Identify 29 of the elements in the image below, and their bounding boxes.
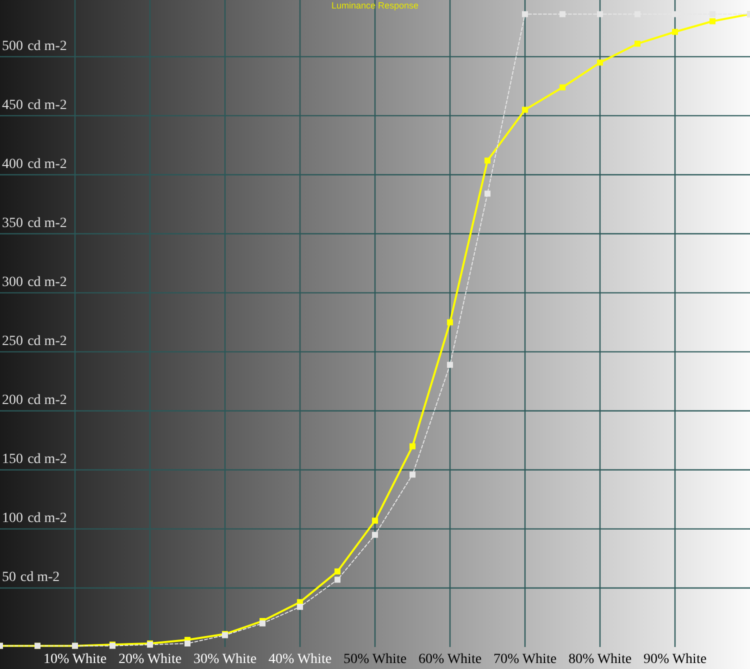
x-tick-label: 40% White xyxy=(268,652,332,667)
x-tick-label: 80% White xyxy=(568,652,632,667)
y-tick-label: 450 xyxy=(2,98,23,113)
y-tick-label: 200 xyxy=(2,393,23,408)
y-tick-label: 350 xyxy=(2,216,23,231)
x-tick-label: 30% White xyxy=(193,652,257,667)
x-tick-label: 50% White xyxy=(343,652,407,667)
x-tick-label: 20% White xyxy=(118,652,182,667)
text: cd m-2 xyxy=(28,334,67,350)
text: cd m-2 xyxy=(28,275,67,290)
text: cd m-2 xyxy=(28,511,67,526)
y-tick-label: 500 xyxy=(2,38,23,54)
y-tick-label: 400 xyxy=(2,156,23,172)
text: cd m-2 xyxy=(28,393,67,408)
y-tick-label: 100 xyxy=(2,511,23,526)
x-tick-label: 60% White xyxy=(418,652,482,667)
y-tick-label: 250 xyxy=(2,334,23,350)
text: cd m-2 xyxy=(28,38,67,54)
text: cd m-2 xyxy=(28,98,67,113)
x-tick-label: 70% White xyxy=(493,652,557,667)
x-tick-label: 90% White xyxy=(643,652,707,667)
y-axis-title: cd m-2 xyxy=(20,570,60,586)
text: cd m-2 xyxy=(28,156,67,172)
y-tick-label: 300 xyxy=(2,275,23,290)
text: cd m-2 xyxy=(28,216,67,231)
y-tick-label: 150 xyxy=(2,452,23,468)
x-tick-label: 10% White xyxy=(43,652,107,667)
text: cd m-2 xyxy=(28,452,67,468)
y-tick-label: 50 xyxy=(2,570,16,586)
